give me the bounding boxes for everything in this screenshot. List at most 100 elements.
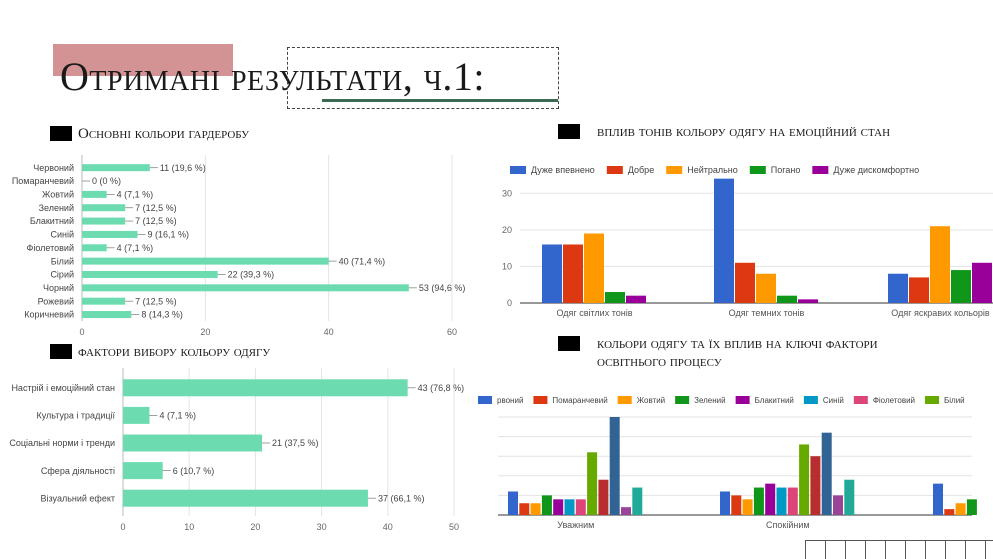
category-label: Помаранчевий [12, 176, 74, 186]
section-marker [50, 126, 72, 141]
bar [82, 230, 138, 238]
bottom-edge-grid [805, 540, 993, 559]
bar [82, 217, 126, 225]
bar [123, 462, 163, 480]
bar [82, 284, 409, 292]
legend-label: Жовтий [637, 396, 665, 405]
category-label: Сірий [50, 270, 74, 280]
legend-label: Помаранчевий [552, 396, 607, 405]
bar [787, 487, 798, 515]
bar [799, 444, 810, 515]
value-label: 53 (94,6 %) [419, 283, 466, 293]
bar [564, 499, 575, 515]
bar [765, 483, 776, 515]
bar [930, 226, 950, 303]
category-label: Настрій і емоційний стан [11, 383, 115, 393]
bar [82, 270, 218, 278]
legend-swatch [675, 396, 690, 404]
bar [541, 495, 552, 515]
x-tick-label: 60 [447, 327, 457, 337]
bar [598, 479, 609, 515]
section-marker [558, 124, 580, 139]
legend-swatch [803, 396, 818, 404]
bar [735, 262, 755, 303]
x-tick-label: 0 [79, 327, 84, 337]
bar [777, 295, 797, 303]
category-label: Одяг яскравих кольорів [891, 308, 990, 318]
bar [888, 273, 908, 303]
legend-label: Дуже впевнено [531, 165, 595, 175]
bar [753, 487, 764, 515]
bar [626, 295, 646, 303]
bar [821, 432, 832, 515]
y-tick-label: 20 [502, 225, 512, 235]
value-label: 11 (19,6 %) [160, 163, 206, 173]
bar [508, 491, 518, 515]
x-tick-label: 0 [120, 522, 125, 532]
bar [587, 452, 598, 515]
bar [123, 489, 368, 507]
legend-label: Нейтрально [687, 165, 738, 175]
color-education-chart: Уважним Спокійним рвоний Помаранчевий Жовтий… [478, 396, 977, 530]
bar [575, 499, 586, 515]
legend-label: Дуже дискомфортно [833, 165, 919, 175]
value-label: 21 (37,5 %) [272, 438, 319, 448]
legend-label: Добре [628, 165, 654, 175]
category-label: Чорний [43, 283, 74, 293]
value-label: 0 (0 %) [92, 176, 121, 186]
category-label: Культура і традиції [37, 411, 116, 421]
bar [756, 273, 776, 303]
legend-label: Фіолетовий [873, 396, 915, 405]
bar [82, 257, 329, 265]
x-tick-label: 20 [200, 327, 210, 337]
legend-swatch [812, 166, 829, 174]
section-heading-color-factors: фактори вибору кольору одягу [78, 344, 271, 360]
legend-label: Блакитний [755, 396, 794, 405]
page-title: Отримані результати, ч.1: [60, 54, 486, 99]
value-label: 7 (12,5 %) [135, 203, 177, 213]
bar [776, 487, 787, 515]
category-label: Спокійним [766, 520, 810, 530]
category-label: Уважним [557, 520, 594, 530]
category-label: Червоний [33, 163, 74, 173]
x-tick-label: 40 [383, 522, 393, 532]
bar [909, 277, 929, 303]
value-label: 7 (12,5 %) [135, 216, 177, 226]
value-label: 43 (76,8 %) [418, 383, 465, 393]
value-label: 40 (71,4 %) [339, 256, 386, 266]
category-label: Сфера діяльності [41, 466, 115, 476]
x-tick-label: 40 [324, 327, 334, 337]
title-underline [322, 99, 558, 102]
text-selection-box[interactable] [287, 47, 559, 109]
y-tick-label: 10 [502, 261, 512, 271]
bar [82, 190, 107, 198]
legend-swatch [925, 396, 940, 404]
color-factors-chart: 0 10 20 30 40 50 Настрій і емоційний стан 43 (7… [9, 368, 465, 532]
x-tick-label: 20 [250, 522, 260, 532]
bar [714, 178, 734, 303]
value-label: 37 (66,1 %) [378, 493, 425, 503]
bar [955, 503, 966, 515]
value-label: 4 (7,1 %) [117, 190, 154, 200]
category-label: Коричневий [24, 310, 74, 320]
bar [542, 244, 562, 303]
bar [609, 417, 620, 515]
bar [584, 233, 604, 303]
bar [82, 204, 126, 212]
category-label: Блакитний [30, 216, 74, 226]
bar [519, 503, 530, 515]
bar [621, 507, 631, 515]
bar [82, 297, 126, 305]
bar [530, 503, 541, 515]
value-label: 4 (7,1 %) [117, 243, 154, 253]
legend-swatch [666, 166, 683, 174]
bar [933, 483, 943, 515]
legend-swatch [478, 396, 492, 404]
legend-label: Погано [771, 165, 801, 175]
bar [972, 262, 992, 303]
bar [123, 379, 408, 397]
bar [844, 479, 855, 515]
legend-swatch [606, 166, 623, 174]
bar [951, 270, 971, 303]
legend-label: Білий [944, 396, 965, 405]
